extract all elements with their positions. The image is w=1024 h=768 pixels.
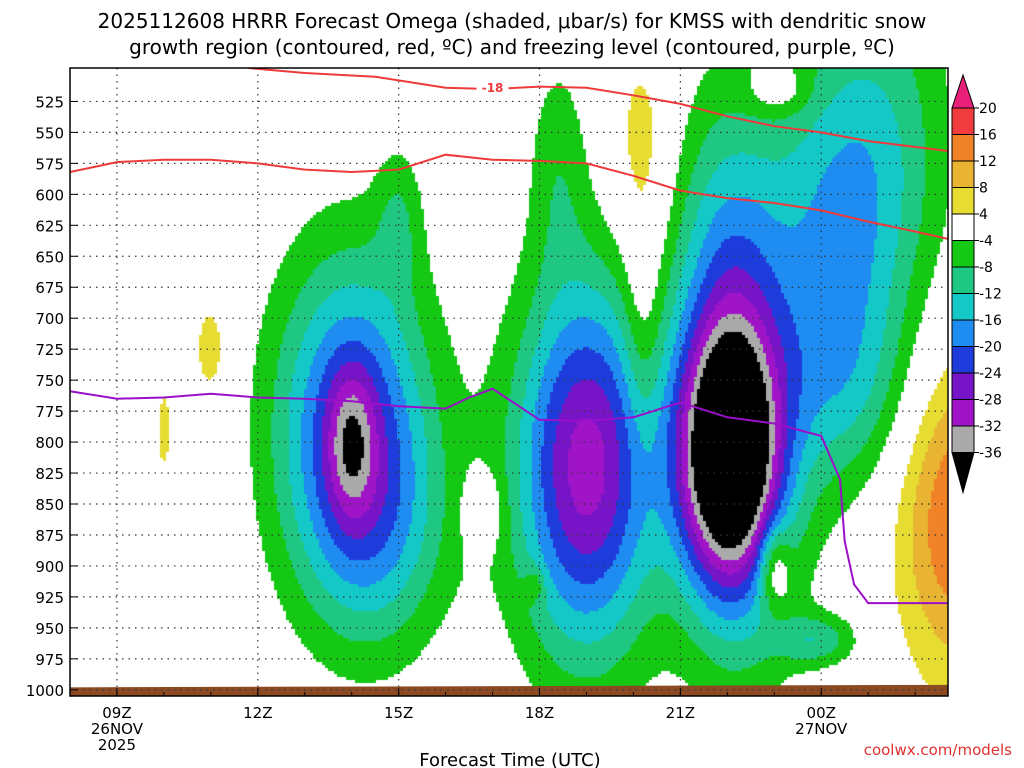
colorbar-tick-label: 8: [979, 181, 988, 197]
x-tick-label: 15Z: [384, 704, 413, 722]
x-tick-label: 18Z: [525, 704, 554, 722]
colorbar-tick-label: -24: [979, 366, 1002, 382]
colorbar-bin: [951, 213, 975, 241]
pressure-gridlines: [70, 68, 948, 696]
colorbar-bin: [951, 293, 975, 321]
y-tick-label: 950: [35, 620, 64, 638]
colorbar-tick-label: 20: [979, 101, 997, 117]
contour-lines: [70, 68, 948, 605]
colorbar-tick-label: -12: [979, 287, 1002, 303]
y-tick-label: 525: [35, 93, 64, 111]
colorbar-tick-label: 16: [979, 128, 997, 144]
colorbar-bin: [951, 372, 975, 400]
plot-frame: [69, 67, 949, 697]
pressure-axis: 525 550 575 600 625 650 675 700 725 750 775 800 825 8…: [26, 93, 78, 700]
omega-shading: [70, 68, 948, 696]
colorbar-bin: [951, 319, 975, 347]
y-tick-label: 550: [35, 124, 64, 142]
y-tick-label: 600: [35, 186, 64, 204]
x-tick-label: 2025: [98, 736, 136, 754]
colorbar-bin: [951, 346, 975, 374]
x-tick-label: 12Z: [243, 704, 272, 722]
y-tick-label: 625: [35, 217, 64, 235]
y-tick-label: 725: [35, 341, 64, 359]
dendritic-growth-contour: [70, 153, 948, 240]
colorbar-tick-label: -20: [979, 340, 1002, 356]
colorbar-bin: [951, 187, 975, 215]
colorbar-tick-label: -32: [979, 419, 1002, 435]
contour-label-bg: [476, 79, 509, 94]
contour-label: -18: [482, 81, 504, 95]
y-tick-label: 700: [35, 310, 64, 328]
y-tick-label: 750: [35, 372, 64, 390]
colorbar-tick-label: -4: [979, 234, 993, 250]
y-tick-label: 975: [35, 651, 64, 669]
colorbar-bin: [951, 399, 975, 427]
y-tick-label: 675: [35, 279, 64, 297]
colorbar-tick-label: 12: [979, 154, 997, 170]
dendritic-growth-contour: [248, 68, 948, 152]
credit-link[interactable]: coolwx.com/models: [864, 741, 1012, 759]
freezing-level-contour: [70, 387, 948, 605]
colorbar-tick-label: 4: [979, 207, 988, 223]
y-tick-label: 575: [35, 155, 64, 173]
y-tick-label: 900: [35, 558, 64, 576]
y-tick-label: 800: [35, 434, 64, 452]
colorbar-tick-label: -28: [979, 393, 1002, 409]
colorbar-bin: [951, 425, 975, 453]
x-tick-label: 00Z: [807, 704, 836, 722]
x-tick-label: 09Z: [102, 704, 131, 722]
y-tick-label: 825: [35, 465, 64, 483]
colorbar-tick-label: -16: [979, 313, 1002, 329]
chart-title-line-1: 2025112608 HRRR Forecast Omega (shaded, …: [98, 9, 927, 33]
colorbar-arrow-top: [951, 73, 975, 109]
colorbar-bin: [951, 266, 975, 294]
colorbar-bin: [951, 240, 975, 268]
x-axis-label: Forecast Time (UTC): [419, 750, 600, 768]
omega-field-image: [70, 68, 948, 696]
contour-labels: -18: [476, 79, 509, 95]
colorbar-bin: [951, 107, 975, 135]
y-tick-label: 650: [35, 248, 64, 266]
colorbar-arrow-bottom: [951, 452, 975, 495]
y-tick-label: 1000: [26, 682, 64, 700]
x-tick-label: 27NOV: [795, 720, 848, 738]
y-tick-label: 925: [35, 589, 64, 607]
chart-title-line-2: growth region (contoured, red, ºC) and f…: [129, 35, 895, 59]
x-tick-label: 21Z: [666, 704, 695, 722]
x-tick-label: 26NOV: [91, 720, 144, 738]
colorbar-tick-label: -8: [979, 260, 993, 276]
y-tick-label: 875: [35, 527, 64, 545]
y-tick-label: 850: [35, 496, 64, 514]
omega-colorbar: 20 16 12 8 4 -4 -8 -12 -16 -20 -24 -28 -32 -36: [951, 73, 1002, 495]
colorbar-tick-label: -36: [979, 446, 1002, 462]
colorbar-bin: [951, 160, 975, 188]
y-tick-label: 775: [35, 403, 64, 421]
terrain-surface: [70, 684, 948, 696]
colorbar-bin: [951, 134, 975, 162]
